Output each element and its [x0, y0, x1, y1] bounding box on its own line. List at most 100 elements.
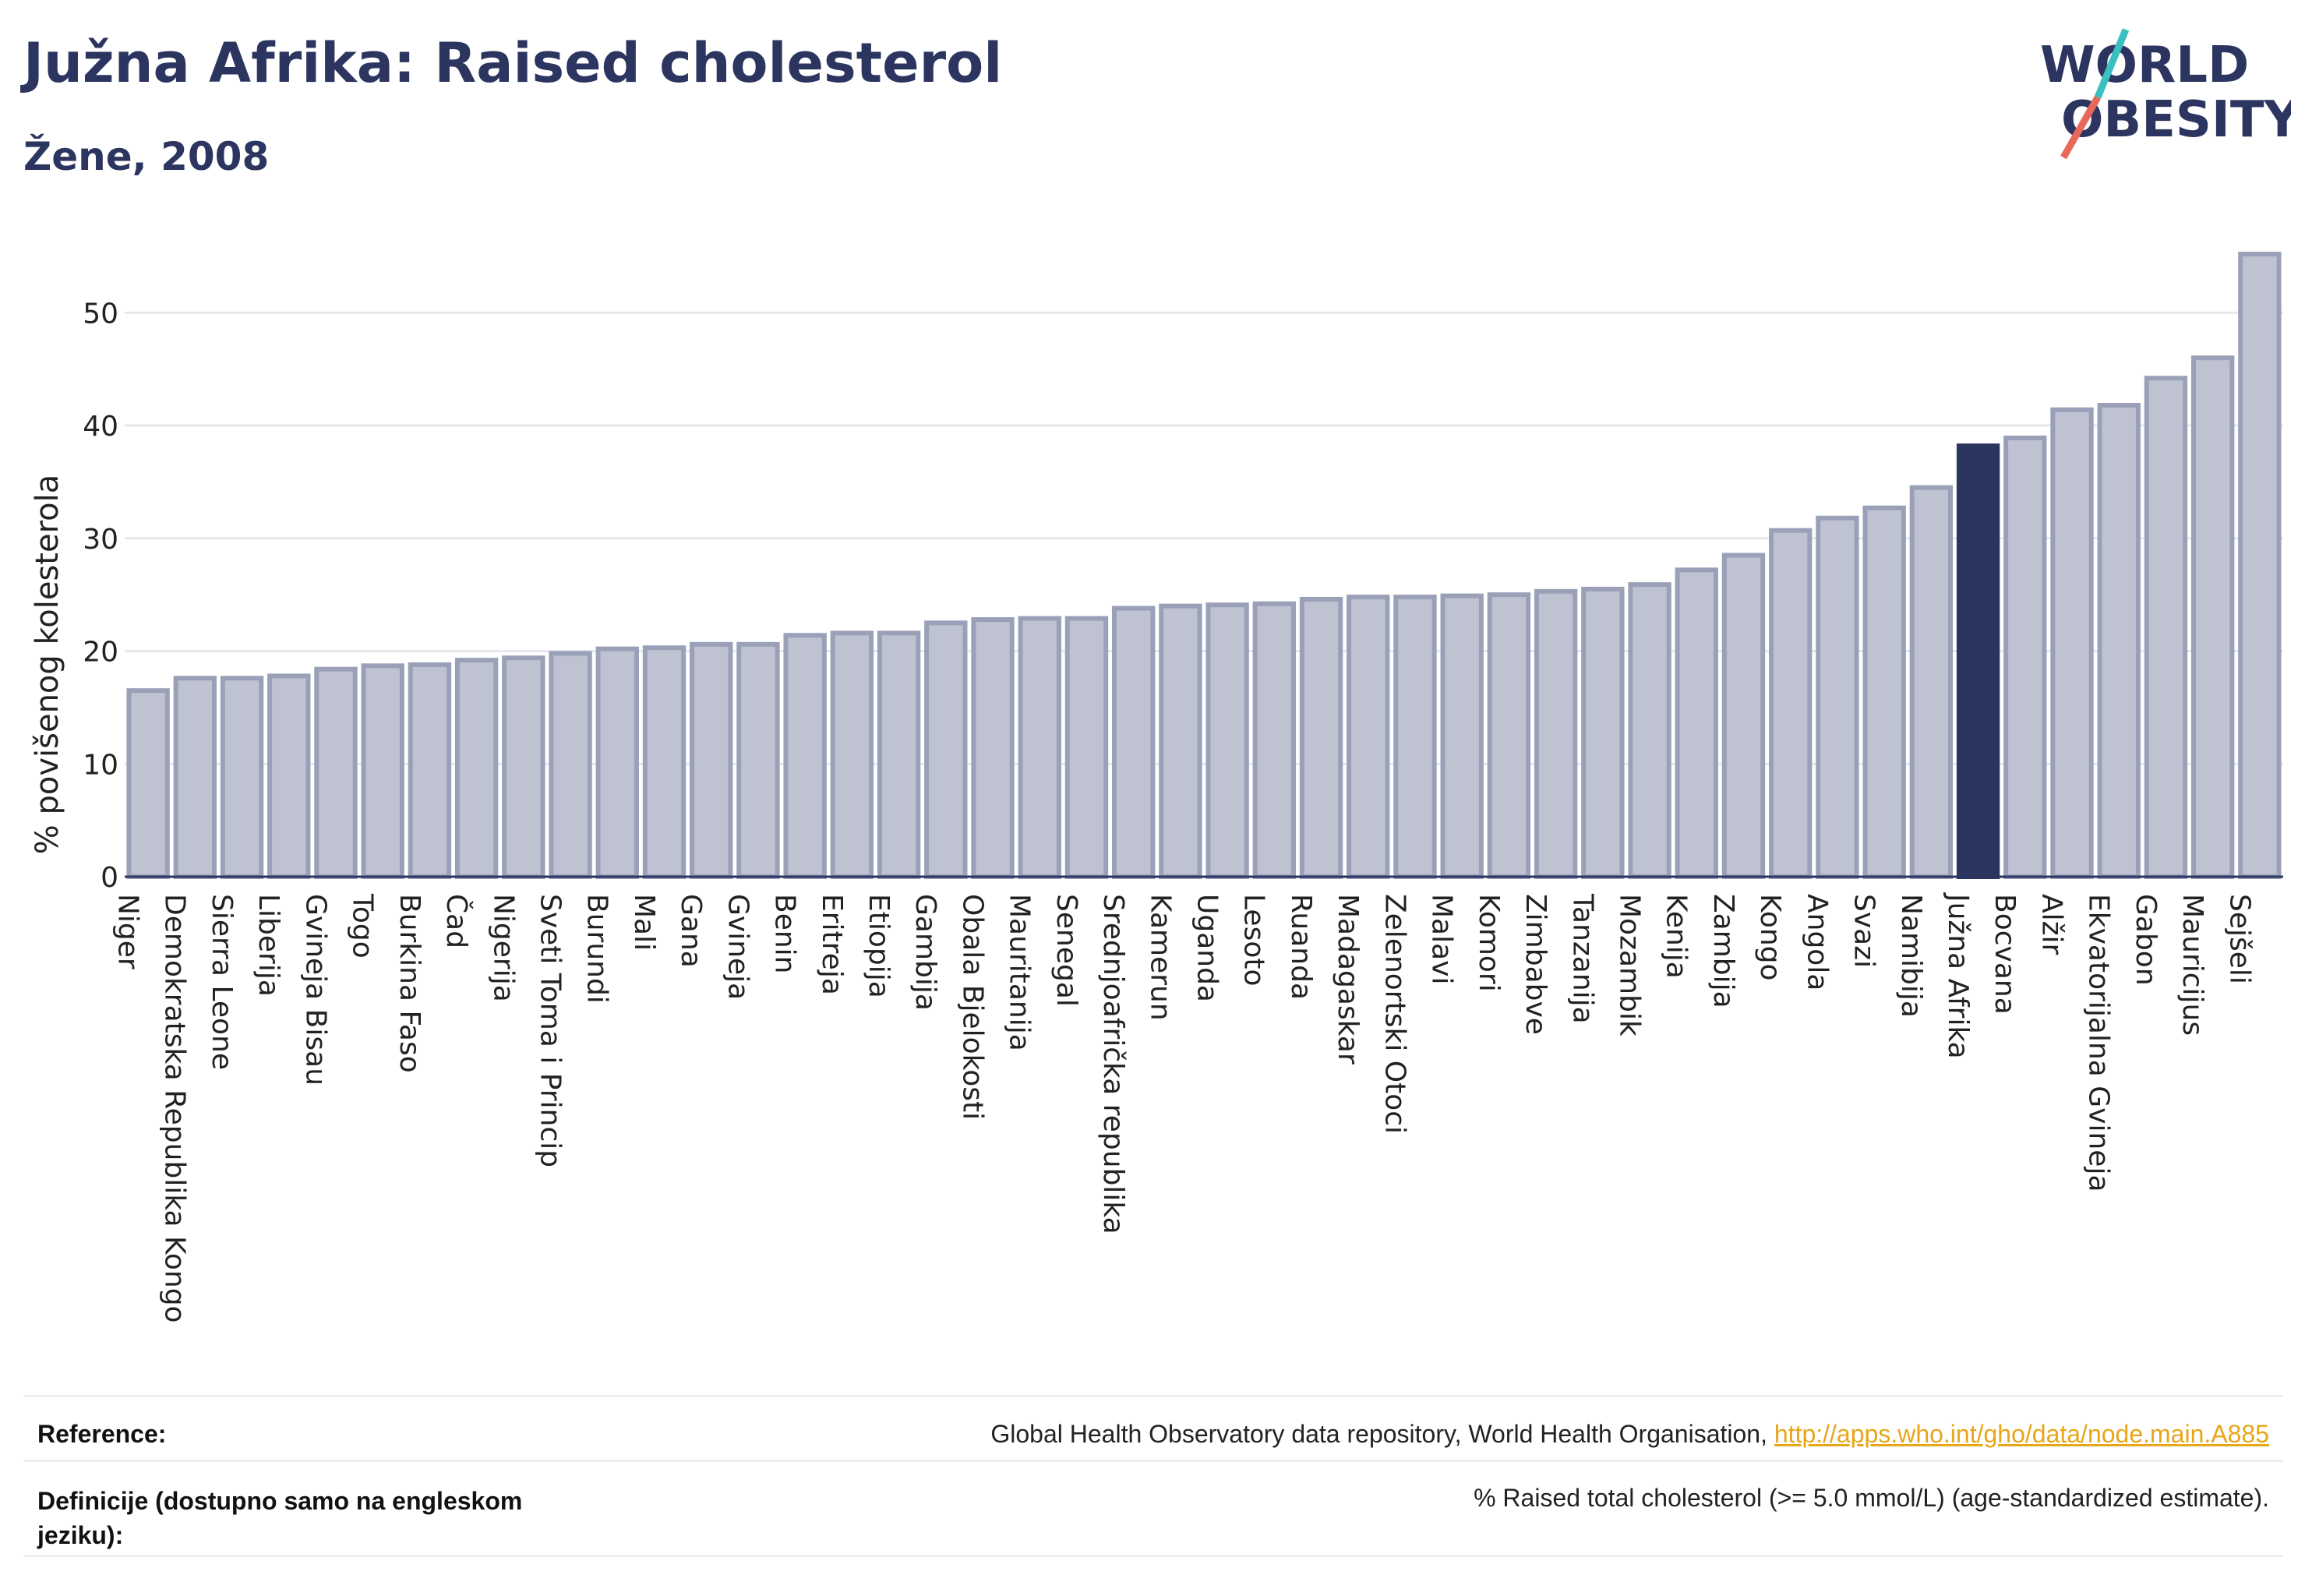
- x-tick-label: Kamerun: [1144, 894, 1176, 1021]
- bar-gvineja-bisau: [314, 666, 358, 879]
- bars: [126, 252, 2282, 880]
- x-tick-label: Etiopija: [863, 894, 895, 998]
- x-tick-label: Gana: [675, 894, 707, 968]
- x-tick-label: Burundi: [581, 894, 613, 1004]
- definition-text: % Raised total cholesterol (>= 5.0 mmol/…: [1474, 1484, 2269, 1512]
- x-tick-label: Srednjoafrička republika: [1097, 894, 1129, 1234]
- x-tick-label: Uganda: [1191, 894, 1223, 1002]
- bar-burundi: [595, 646, 639, 879]
- bar-sejšeli: [2238, 252, 2282, 880]
- reference-label: Reference:: [37, 1420, 167, 1448]
- footer-divider-middle: [23, 1460, 2283, 1462]
- bar-tanzanija: [1581, 586, 1625, 880]
- x-tick-label: Južna Afrika: [1942, 892, 1974, 1059]
- x-tick-label: Kenija: [1661, 894, 1693, 979]
- x-tick-label: Kongo: [1754, 894, 1786, 981]
- footer-divider-top: [23, 1395, 2283, 1397]
- bar-burkina-faso: [408, 662, 452, 879]
- x-tick-label: Bocvana: [1989, 894, 2021, 1015]
- bar-srednjoafrička-republika: [1111, 606, 1156, 879]
- bar-ekvatorijalna-gvineja: [2097, 403, 2141, 879]
- x-tick-label: Ruanda: [1285, 894, 1317, 1000]
- y-tick-label: 10: [83, 749, 118, 781]
- x-tick-label: Sveti Toma i Princip: [534, 894, 566, 1167]
- y-tick-label: 30: [83, 524, 118, 556]
- x-tick-label: Lesoto: [1238, 894, 1270, 987]
- x-tick-label: Malavi: [1426, 894, 1458, 985]
- x-tick-label: Sierra Leone: [206, 894, 238, 1070]
- y-axis-label: % povišenog kolesterola: [30, 475, 65, 854]
- x-tick-label: Sejšeli: [2223, 894, 2255, 984]
- x-tick-label: Mali: [628, 894, 660, 951]
- x-tick-label: Alžir: [2035, 894, 2067, 955]
- bar-senegal: [1064, 616, 1109, 879]
- y-tick-label: 20: [83, 637, 118, 669]
- x-tick-label: Gabon: [2130, 894, 2162, 986]
- bar-čad: [454, 658, 499, 880]
- y-tick-label: 50: [83, 298, 118, 330]
- x-tick-label: Benin: [769, 894, 801, 973]
- footer-divider-bottom: [23, 1555, 2283, 1557]
- bar-svazi: [1862, 505, 1906, 879]
- x-tick-label: Eritreja: [816, 894, 848, 995]
- bar-komori: [1487, 592, 1531, 879]
- world-obesity-logo[interactable]: WORLD OBESITY: [2026, 23, 2291, 164]
- x-tick-label: Burkina Faso: [394, 894, 425, 1073]
- bar-angola: [1816, 515, 1859, 879]
- x-tick-label: Nigerija: [487, 894, 519, 1002]
- bar-lesoto: [1252, 601, 1297, 879]
- y-tick-label: 40: [83, 411, 118, 443]
- x-tick-label: Mozambik: [1613, 894, 1645, 1036]
- bar-južna-afrika: [1956, 443, 2000, 879]
- x-tick-label: Zambija: [1707, 894, 1739, 1008]
- y-tick-label: 0: [101, 862, 118, 894]
- x-tick-label: Togo: [347, 893, 379, 959]
- bar-togo: [361, 663, 404, 879]
- y-tick-labels: 0 10 20 30 40 50: [83, 298, 118, 894]
- bar-nigerija: [502, 655, 545, 879]
- x-tick-label: Senegal: [1050, 894, 1082, 1007]
- x-tick-label: Ekvatorijalna Gvineja: [2083, 894, 2115, 1192]
- bar-bocvana: [2003, 435, 2047, 879]
- chart-title: Južna Afrika: Raised cholesterol: [23, 31, 1003, 95]
- bar-gabon: [2144, 376, 2188, 879]
- x-tick-label: Niger: [112, 894, 144, 969]
- logo-slash-teal: [2094, 28, 2130, 99]
- bar-mali: [642, 645, 687, 879]
- bar-obala-bjelokosti: [971, 617, 1015, 879]
- chart-subtitle: Žene, 2008: [23, 134, 270, 179]
- bar-eritreja: [830, 630, 874, 879]
- bar-gana: [690, 641, 733, 879]
- bar-kongo: [1769, 528, 1813, 879]
- reference-text: Global Health Observatory data repositor…: [990, 1420, 2269, 1449]
- x-tick-label: Zelenortski Otoci: [1378, 894, 1410, 1134]
- bar-ruanda: [1299, 596, 1343, 880]
- logo-slash-coral: [2060, 95, 2101, 160]
- bar-zelenortski-otoci: [1393, 595, 1437, 879]
- bar-alžir: [2050, 407, 2094, 879]
- x-tick-label: Obala Bjelokosti: [956, 894, 988, 1120]
- x-tick-label: Mauritanija: [1004, 894, 1036, 1051]
- bar-gambija: [924, 620, 968, 879]
- x-tick-label: Gvineja Bisau: [299, 894, 331, 1086]
- bar-sveti-toma-i-princip: [549, 651, 592, 880]
- bar-niger: [126, 688, 170, 879]
- x-tick-label: Čad: [440, 894, 473, 948]
- bar-uganda: [1205, 602, 1249, 879]
- bar-kamerun: [1159, 603, 1202, 879]
- reference-link[interactable]: http://apps.who.int/gho/data/node.main.A…: [1774, 1420, 2269, 1448]
- bar-demokratska-republika-kongo: [173, 676, 217, 880]
- bar-mauricijus: [2190, 355, 2235, 880]
- bar-benin: [783, 633, 827, 880]
- x-tick-label: Tanzanija: [1566, 893, 1598, 1024]
- x-tick-label: Svazi: [1848, 894, 1880, 968]
- x-tick-label: Demokratska Republika Kongo: [159, 894, 191, 1323]
- x-tick-label: Liberija: [252, 894, 284, 997]
- definition-label: Definicije (dostupno samo na engleskom j…: [37, 1487, 523, 1549]
- reference-source: Global Health Observatory data repositor…: [990, 1420, 1774, 1448]
- bar-malavi: [1440, 593, 1484, 880]
- logo-word-world: WORLD: [2040, 37, 2249, 94]
- bar-namibija: [1909, 485, 1954, 879]
- x-tick-label: Gvineja: [722, 894, 754, 1000]
- bar-liberija: [267, 673, 311, 879]
